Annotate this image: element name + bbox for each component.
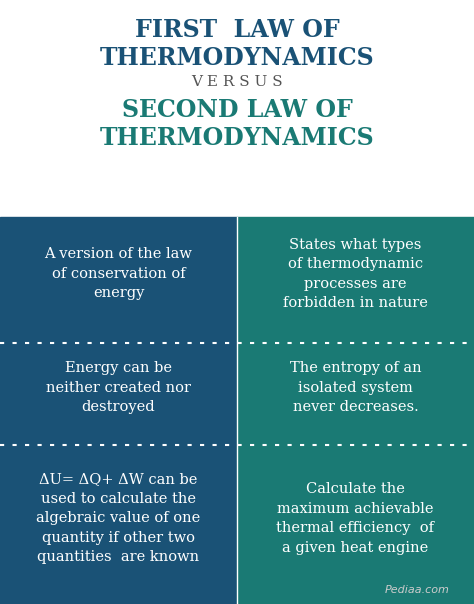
Text: A version of the law
of conservation of
energy: A version of the law of conservation of … xyxy=(45,248,192,300)
Bar xyxy=(0,0,474,217)
Text: Calculate the
maximum achievable
thermal efficiency  of
a given heat engine: Calculate the maximum achievable thermal… xyxy=(276,482,435,554)
Text: The entropy of an
isolated system
never decreases.: The entropy of an isolated system never … xyxy=(290,361,421,414)
Bar xyxy=(237,445,474,604)
Bar xyxy=(0,342,237,445)
Bar xyxy=(0,217,237,342)
Bar xyxy=(0,445,237,604)
Text: FIRST  LAW OF
THERMODYNAMICS: FIRST LAW OF THERMODYNAMICS xyxy=(100,18,374,70)
Text: SECOND LAW OF
THERMODYNAMICS: SECOND LAW OF THERMODYNAMICS xyxy=(100,98,374,150)
Text: States what types
of thermodynamic
processes are
forbidden in nature: States what types of thermodynamic proce… xyxy=(283,238,428,310)
Bar xyxy=(237,342,474,445)
Bar xyxy=(237,217,474,342)
Text: ΔU= ΔQ+ ΔW can be
used to calculate the
algebraic value of one
quantity if other: ΔU= ΔQ+ ΔW can be used to calculate the … xyxy=(36,472,201,564)
Text: Energy can be
neither created nor
destroyed: Energy can be neither created nor destro… xyxy=(46,361,191,414)
Text: Pediaa.com: Pediaa.com xyxy=(385,585,449,595)
Text: V E R S U S: V E R S U S xyxy=(191,76,283,89)
